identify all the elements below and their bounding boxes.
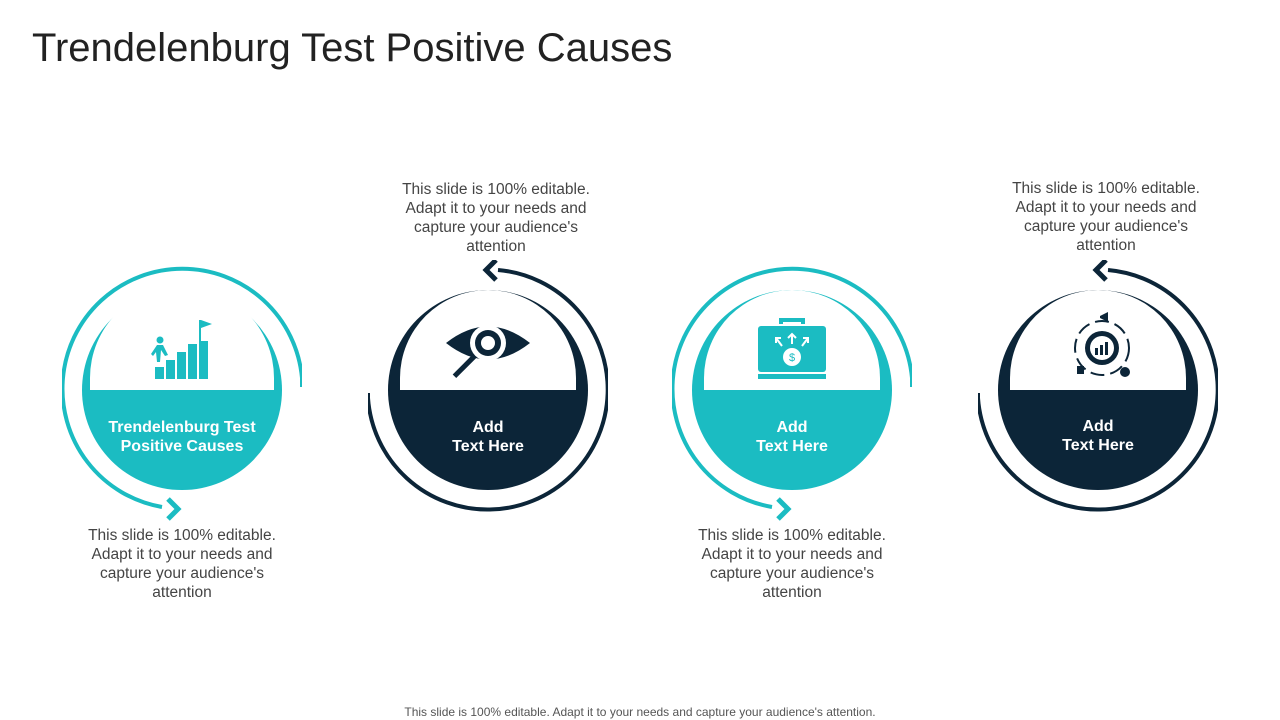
step-4-description: This slide is 100% editable. Adapt it to…: [1012, 180, 1200, 254]
step-4-graphic: [978, 260, 1218, 512]
step-3-arrow-icon: [776, 497, 792, 521]
step-2-graphic: [368, 260, 608, 512]
step-3-arc: [672, 266, 912, 509]
svg-text:$: $: [789, 352, 795, 364]
step-4-arc: [978, 268, 1218, 512]
step-2: Add Text Here: [368, 260, 608, 600]
step-3: $ Add Text Here: [672, 260, 912, 600]
step-1-label: Trendelenburg Test Positive Causes: [108, 419, 256, 455]
step-1-graphic: [62, 266, 302, 521]
money-briefcase-icon: $: [758, 318, 826, 379]
step-1-description: This slide is 100% editable. Adapt it to…: [88, 527, 276, 601]
step-2-label: Add Text Here: [452, 419, 524, 455]
step-4-arrow-icon: [1092, 260, 1108, 282]
step-3-graphic: $: [672, 266, 912, 521]
eye-magnifier-icon: [446, 325, 530, 379]
step-1-arc: [62, 266, 302, 509]
step-3-label: Add Text Here: [756, 419, 828, 455]
footer-note: This slide is 100% editable. Adapt it to…: [404, 705, 876, 719]
step-1: Trendelenburg Test Positive Causes: [62, 260, 302, 600]
marketing-gear-icon: [1074, 312, 1130, 377]
step-3-description: This slide is 100% editable. Adapt it to…: [698, 527, 886, 601]
stairs-goal-icon: [151, 320, 212, 379]
step-1-arrow-icon: [166, 497, 182, 521]
step-4-label: Add Text Here: [1062, 418, 1134, 454]
step-4: Add Text Here: [978, 260, 1218, 600]
page-title: Trendelenburg Test Positive Causes: [32, 26, 673, 70]
step-2-arc: [368, 268, 608, 512]
step-2-arrow-icon: [482, 260, 498, 282]
step-2-description: This slide is 100% editable. Adapt it to…: [402, 181, 590, 255]
